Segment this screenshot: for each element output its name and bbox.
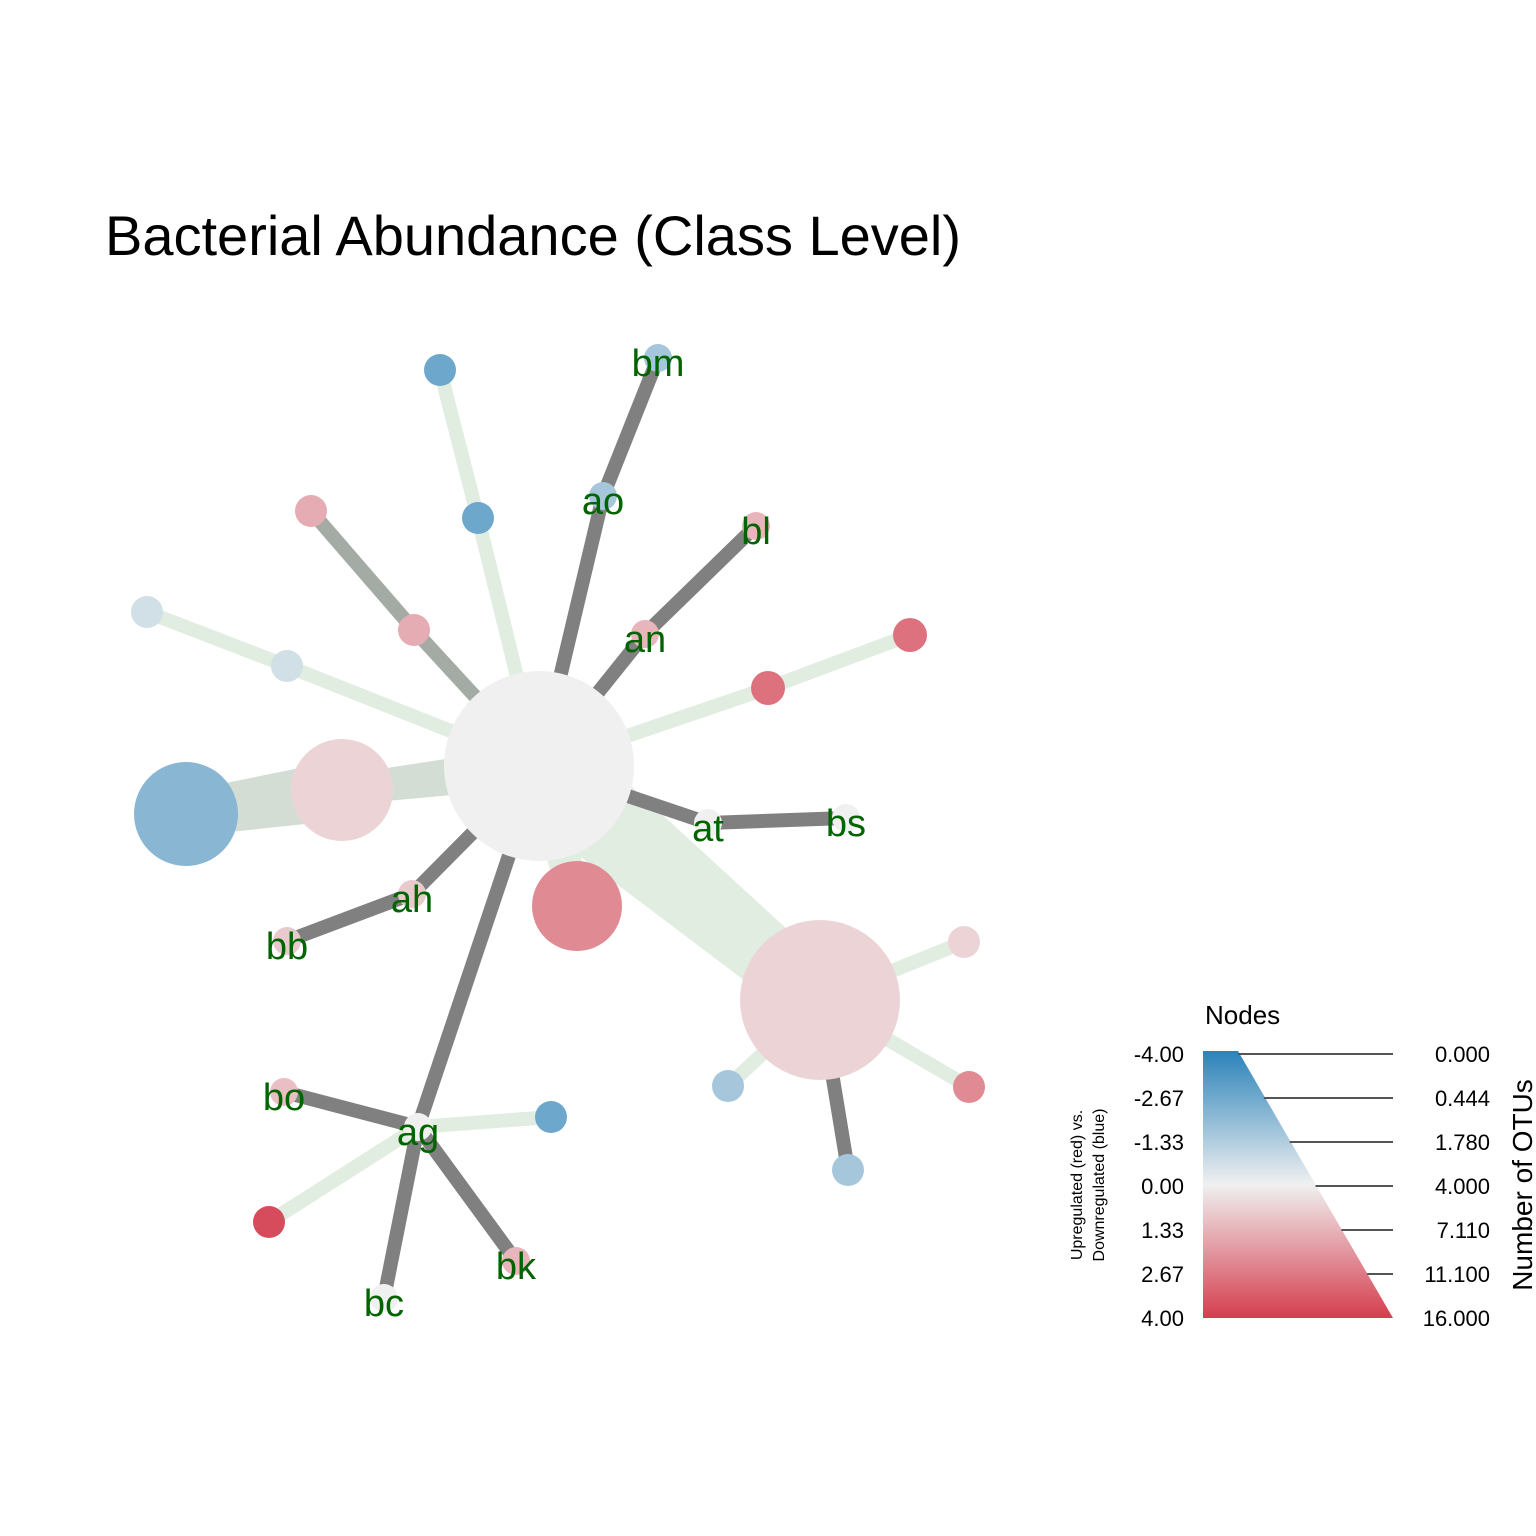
edge-an-bl xyxy=(640,520,761,640)
node-n_big_red[interactable] xyxy=(532,861,622,951)
node-label-an: an xyxy=(624,619,666,661)
node-label-bc: bc xyxy=(364,1283,404,1325)
node-n_br_pink[interactable] xyxy=(740,920,900,1080)
legend-size-lines xyxy=(1238,1053,1393,1275)
edge-ag-n_ag_blue xyxy=(417,1110,552,1134)
node-n_ag_red[interactable] xyxy=(253,1206,285,1238)
edge-ah-bb xyxy=(284,887,415,948)
edge-ag-bk xyxy=(412,1122,522,1266)
node-n_grey2[interactable] xyxy=(131,596,163,628)
edge-ag-bc xyxy=(377,1125,425,1300)
node-bl[interactable] xyxy=(742,512,770,540)
legend-color-axis-label-line1: Upregulated (red) vs. xyxy=(1069,1110,1086,1260)
legend-color-tick: 2.67 xyxy=(1141,1262,1184,1287)
node-n_br_pink2[interactable] xyxy=(948,926,980,958)
node-label-bl: bl xyxy=(741,511,771,553)
node-bo[interactable] xyxy=(270,1078,298,1106)
node-label-ag: ag xyxy=(397,1112,439,1154)
node-layer xyxy=(131,344,985,1312)
node-label-bb: bb xyxy=(266,926,308,968)
legend-size-tick: 7.110 xyxy=(1437,1218,1490,1243)
legend: Nodes -4.00 -2.67 -1.33 0.00 1.33 2.67 4.00 0.… xyxy=(1069,1000,1536,1331)
edge-ag-bo xyxy=(282,1085,420,1134)
edge-n_grey1-n_grey2 xyxy=(144,605,290,673)
legend-size-tick: 0.444 xyxy=(1435,1086,1490,1111)
legend-size-ticks: 0.000 0.444 1.780 4.000 7.110 11.100 16.000 xyxy=(1423,1042,1490,1331)
node-n_blue_b[interactable] xyxy=(424,354,456,386)
node-bc[interactable] xyxy=(370,1284,398,1312)
legend-size-axis-label: Number of OTUs xyxy=(1507,1079,1536,1291)
node-ag[interactable] xyxy=(404,1113,432,1141)
node-n_left_blue[interactable] xyxy=(134,762,238,866)
node-bm[interactable] xyxy=(644,344,672,372)
node-n_br_blue1[interactable] xyxy=(712,1070,744,1102)
node-n_pink_a[interactable] xyxy=(398,614,430,646)
node-n_red_b[interactable] xyxy=(893,618,927,652)
node-label-bo: bo xyxy=(263,1077,305,1119)
edge-ag-n_ag_red xyxy=(265,1121,422,1228)
node-n_blue_a[interactable] xyxy=(462,502,494,534)
legend-color-tick: -1.33 xyxy=(1134,1130,1184,1155)
edge-n_red_a-n_red_b xyxy=(765,628,913,695)
node-bb[interactable] xyxy=(273,927,301,955)
legend-size-tick: 0.000 xyxy=(1435,1042,1490,1067)
node-label-bm: bm xyxy=(632,343,685,385)
legend-color-tick: 1.33 xyxy=(1141,1218,1184,1243)
node-ao[interactable] xyxy=(589,482,617,510)
edge-n_blue_a-n_blue_b xyxy=(433,368,485,520)
node-at[interactable] xyxy=(694,809,722,837)
legend-size-tick: 16.000 xyxy=(1423,1306,1490,1331)
chart-title: Bacterial Abundance (Class Level) xyxy=(105,204,961,267)
node-n_pink_b[interactable] xyxy=(295,495,327,527)
label-layer: ao bm an bl at bs ah bb ag bo bc bk xyxy=(263,343,866,1325)
node-n_br_red[interactable] xyxy=(953,1071,985,1103)
legend-color-tick: 4.00 xyxy=(1141,1306,1184,1331)
legend-size-tick: 1.780 xyxy=(1435,1130,1490,1155)
legend-size-tick: 4.000 xyxy=(1435,1174,1490,1199)
node-bs[interactable] xyxy=(832,804,860,832)
edge-n_pink_a-n_pink_b xyxy=(305,506,420,635)
legend-color-axis-label-line2: Downregulated (blue) xyxy=(1091,1109,1108,1262)
legend-color-tick: -2.67 xyxy=(1134,1086,1184,1111)
node-n_red_a[interactable] xyxy=(751,671,785,705)
node-root[interactable] xyxy=(444,671,634,861)
node-label-at: at xyxy=(692,808,724,850)
node-label-ah: ah xyxy=(391,879,433,921)
legend-gradient-wedge xyxy=(1203,1051,1393,1318)
node-n_left_pink[interactable] xyxy=(291,739,393,841)
node-n_ag_blue[interactable] xyxy=(535,1101,567,1133)
legend-size-tick: 11.100 xyxy=(1424,1262,1490,1287)
node-label-ao: ao xyxy=(582,481,624,523)
edge-ao-bm xyxy=(596,355,665,499)
legend-color-tick: -4.00 xyxy=(1134,1042,1184,1067)
legend-color-ticks: -4.00 -2.67 -1.33 0.00 1.33 2.67 4.00 xyxy=(1134,1042,1184,1331)
legend-title: Nodes xyxy=(1205,1000,1280,1030)
node-n_br_blue2[interactable] xyxy=(832,1154,864,1186)
edge-at-bs xyxy=(707,811,847,830)
node-ah[interactable] xyxy=(398,880,426,908)
node-label-bs: bs xyxy=(826,803,866,845)
legend-color-tick: 0.00 xyxy=(1141,1174,1184,1199)
node-n_grey1[interactable] xyxy=(271,650,303,682)
node-bk[interactable] xyxy=(502,1247,530,1275)
node-an[interactable] xyxy=(631,620,659,648)
node-label-bk: bk xyxy=(496,1246,537,1288)
